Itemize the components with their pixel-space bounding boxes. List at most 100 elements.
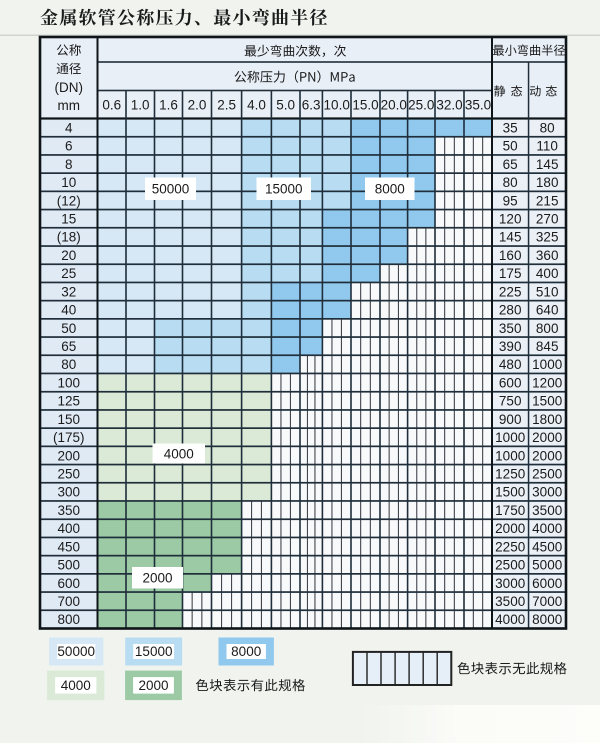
- svg-text:280: 280: [499, 303, 522, 318]
- svg-text:15.0: 15.0: [352, 97, 378, 112]
- svg-text:2.0: 2.0: [188, 97, 207, 112]
- svg-text:510: 510: [536, 284, 559, 299]
- svg-text:400: 400: [536, 266, 559, 281]
- svg-text:300: 300: [58, 485, 81, 500]
- svg-text:100: 100: [58, 375, 81, 390]
- svg-text:8000: 8000: [375, 182, 405, 197]
- svg-text:1.6: 1.6: [159, 97, 178, 112]
- svg-text:5.0: 5.0: [276, 97, 295, 112]
- svg-text:700: 700: [58, 594, 81, 609]
- svg-text:390: 390: [499, 339, 522, 354]
- svg-text:500: 500: [58, 558, 81, 573]
- svg-text:400: 400: [58, 521, 81, 536]
- svg-text:325: 325: [536, 230, 559, 245]
- svg-text:845: 845: [536, 339, 559, 354]
- svg-text:2.5: 2.5: [217, 97, 236, 112]
- svg-text:350: 350: [499, 321, 522, 336]
- svg-text:(12): (12): [57, 193, 81, 208]
- svg-text:35: 35: [503, 120, 518, 135]
- svg-text:0.6: 0.6: [102, 97, 121, 112]
- svg-text:80: 80: [61, 357, 76, 372]
- svg-text:1.0: 1.0: [131, 97, 150, 112]
- svg-text:6000: 6000: [532, 576, 562, 591]
- svg-text:15000: 15000: [265, 182, 303, 197]
- svg-text:50000: 50000: [57, 644, 95, 659]
- svg-text:4500: 4500: [532, 539, 562, 554]
- svg-text:4000: 4000: [532, 521, 562, 536]
- svg-text:1250: 1250: [495, 467, 525, 482]
- svg-text:mm: mm: [58, 98, 81, 113]
- svg-text:250: 250: [58, 467, 81, 482]
- svg-text:4000: 4000: [495, 612, 525, 627]
- svg-text:65: 65: [503, 157, 518, 172]
- svg-text:900: 900: [499, 412, 522, 427]
- svg-text:6.3: 6.3: [302, 97, 321, 112]
- svg-text:4000: 4000: [61, 678, 91, 693]
- svg-text:6: 6: [65, 139, 73, 154]
- svg-text:1000: 1000: [495, 430, 525, 445]
- svg-text:175: 175: [499, 266, 522, 281]
- svg-text:65: 65: [61, 339, 76, 354]
- svg-text:125: 125: [58, 394, 81, 409]
- svg-text:1000: 1000: [532, 357, 562, 372]
- svg-text:215: 215: [536, 193, 559, 208]
- svg-text:2250: 2250: [495, 539, 525, 554]
- svg-text:2000: 2000: [532, 430, 562, 445]
- svg-text:1500: 1500: [532, 394, 562, 409]
- svg-text:(DN): (DN): [55, 80, 84, 95]
- svg-text:200: 200: [58, 448, 81, 463]
- svg-text:32: 32: [61, 284, 76, 299]
- svg-text:3500: 3500: [532, 503, 562, 518]
- svg-text:4: 4: [65, 120, 73, 135]
- svg-text:1000: 1000: [495, 448, 525, 463]
- svg-text:1800: 1800: [532, 412, 562, 427]
- svg-text:160: 160: [499, 248, 522, 263]
- svg-text:80: 80: [503, 175, 518, 190]
- svg-text:20: 20: [61, 248, 76, 263]
- svg-text:4000: 4000: [164, 446, 194, 461]
- svg-text:2500: 2500: [532, 467, 562, 482]
- svg-text:15000: 15000: [135, 644, 173, 659]
- svg-text:5000: 5000: [532, 558, 562, 573]
- svg-text:180: 180: [536, 175, 559, 190]
- svg-text:2000: 2000: [495, 521, 525, 536]
- svg-text:800: 800: [536, 321, 559, 336]
- svg-text:32.0: 32.0: [436, 97, 462, 112]
- svg-text:50: 50: [61, 321, 76, 336]
- svg-text:80: 80: [540, 120, 555, 135]
- svg-text:270: 270: [536, 212, 559, 227]
- svg-text:10.0: 10.0: [324, 97, 350, 112]
- svg-text:750: 750: [499, 394, 522, 409]
- svg-text:8000: 8000: [532, 612, 562, 627]
- svg-text:350: 350: [58, 503, 81, 518]
- svg-text:360: 360: [536, 248, 559, 263]
- svg-text:8: 8: [65, 157, 73, 172]
- svg-text:800: 800: [58, 612, 81, 627]
- svg-text:25: 25: [61, 266, 76, 281]
- svg-text:20.0: 20.0: [381, 97, 407, 112]
- svg-text:600: 600: [58, 576, 81, 591]
- svg-text:1200: 1200: [532, 375, 562, 390]
- svg-text:2000: 2000: [532, 448, 562, 463]
- svg-text:2500: 2500: [495, 558, 525, 573]
- svg-text:25.0: 25.0: [408, 97, 434, 112]
- svg-text:150: 150: [58, 412, 81, 427]
- svg-text:8000: 8000: [231, 644, 261, 659]
- svg-text:2000: 2000: [142, 571, 172, 586]
- svg-text:4.0: 4.0: [247, 97, 266, 112]
- svg-text:225: 225: [499, 284, 522, 299]
- svg-text:640: 640: [536, 303, 559, 318]
- svg-text:7000: 7000: [532, 594, 562, 609]
- svg-text:600: 600: [499, 375, 522, 390]
- svg-text:2000: 2000: [138, 678, 168, 693]
- svg-text:480: 480: [499, 357, 522, 372]
- svg-text:50: 50: [503, 139, 518, 154]
- svg-text:120: 120: [499, 212, 522, 227]
- svg-text:(175): (175): [53, 430, 85, 445]
- svg-text:3500: 3500: [495, 594, 525, 609]
- svg-text:145: 145: [499, 230, 522, 245]
- svg-text:145: 145: [536, 157, 559, 172]
- svg-text:1500: 1500: [495, 485, 525, 500]
- svg-text:110: 110: [536, 139, 558, 154]
- svg-text:3000: 3000: [495, 576, 525, 591]
